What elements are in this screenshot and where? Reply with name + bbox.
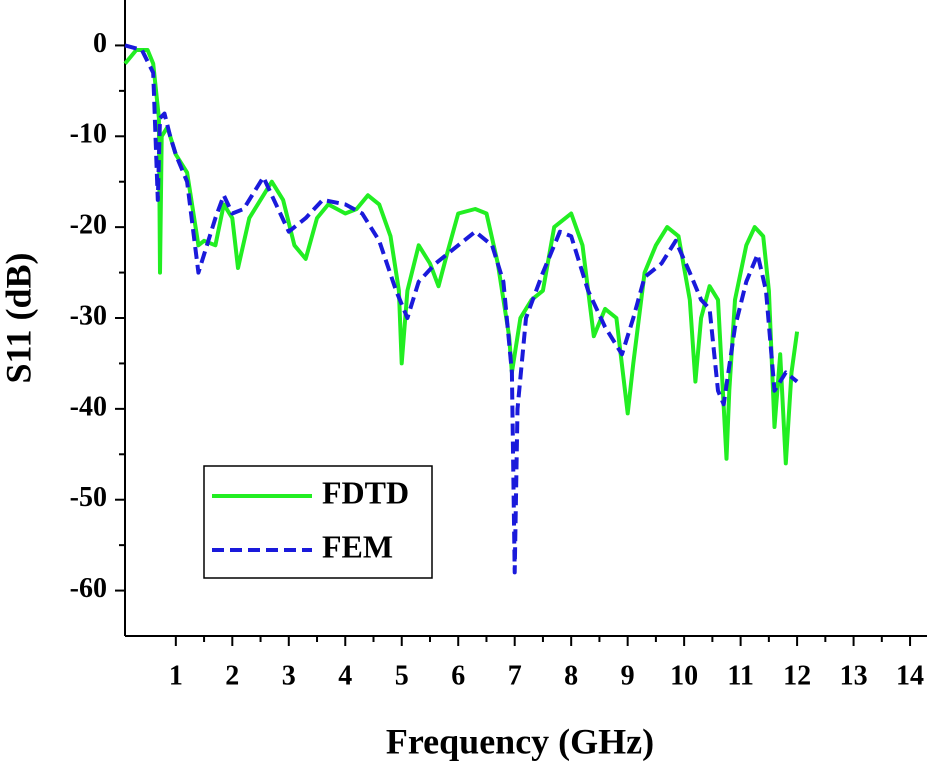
x-tick-label: 8 [564, 660, 578, 691]
y-tick-label: -20 [70, 210, 107, 241]
legend-box [203, 465, 433, 579]
series-line [123, 48, 800, 466]
x-tick-label: 2 [225, 660, 239, 691]
x-tick-label: 1 [169, 660, 183, 691]
x-tick-label: 10 [670, 660, 698, 691]
x-tick-label: 3 [282, 660, 296, 691]
x-tick-label: 11 [727, 660, 753, 691]
x-tick-label: 9 [621, 660, 635, 691]
x-tick-label: 13 [840, 660, 868, 691]
legend-label: FEM [322, 528, 393, 564]
y-tick-label: -60 [70, 573, 107, 604]
x-tick-label: 14 [896, 660, 924, 691]
x-tick-label: 7 [508, 660, 522, 691]
y-tick-label: -10 [70, 119, 107, 150]
x-tick-label: 5 [395, 660, 409, 691]
y-axis-label: S11 (dB) [0, 252, 38, 383]
legend-label: FDTD [322, 474, 409, 510]
y-tick-label: -50 [70, 482, 107, 513]
y-tick-label: -40 [70, 391, 107, 422]
x-axis-label: Frequency (GHz) [386, 721, 654, 761]
x-tick-label: 6 [451, 660, 465, 691]
series-line [124, 43, 799, 575]
y-tick-label: -30 [70, 300, 107, 331]
y-tick-label: 0 [93, 28, 107, 59]
x-tick-label: 12 [783, 660, 811, 691]
x-tick-label: 4 [338, 660, 352, 691]
